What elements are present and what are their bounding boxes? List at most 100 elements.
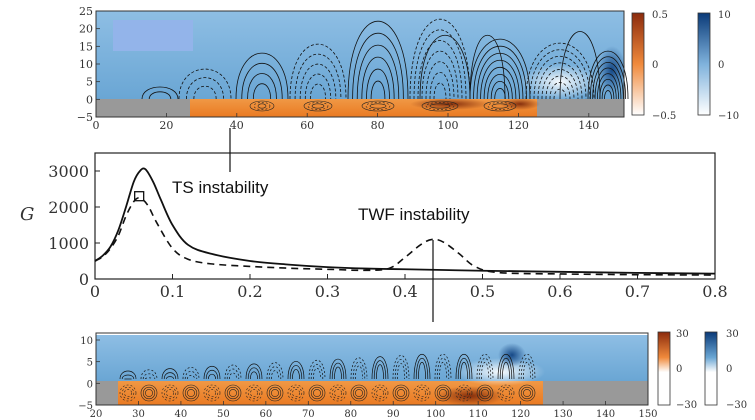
contour-line: [497, 384, 515, 402]
contour-line: [421, 51, 459, 100]
y-tick-label: 20: [79, 23, 93, 36]
contour-line: [352, 32, 404, 100]
contour-line: [373, 386, 387, 400]
contour-line: [145, 377, 153, 380]
bottom-colorbar-right-mid: 0: [726, 364, 732, 375]
contour-line: [247, 73, 277, 100]
contour-line: [502, 389, 510, 397]
contour-line: [182, 384, 200, 402]
x-tick-label: 60: [259, 409, 272, 420]
contour-line: [587, 51, 629, 100]
contour-line: [287, 361, 305, 380]
bottom-colorbar-left: [657, 331, 671, 406]
y-tick-label: 5: [86, 76, 93, 89]
x-tick-label: 0.1: [160, 282, 185, 301]
chart-y-label: G: [20, 204, 34, 225]
contour-line: [455, 353, 473, 380]
contour-line: [250, 371, 258, 380]
contour-line: [229, 389, 237, 397]
contour-line: [425, 61, 455, 100]
contour-line: [247, 367, 261, 380]
bottom-panel-y-axis: 10 5 0 −5: [78, 336, 100, 412]
contour-line: [303, 100, 333, 112]
x-tick-label: 100: [438, 119, 459, 132]
chart-y-axis: 0 1000 2000 3000: [48, 162, 100, 289]
x-tick-label: 0.5: [470, 282, 495, 301]
contour-line: [421, 100, 459, 112]
chart-frame: [94, 152, 716, 280]
contour-line: [481, 361, 489, 380]
contour-line: [502, 361, 510, 380]
bottom-panel-x-axis: 20 30 40 50 60 70 80 90 100 110 120 130 140 150: [90, 401, 658, 420]
contour-line: [187, 389, 195, 397]
contour-line: [268, 386, 282, 400]
x-tick-label: 50: [217, 409, 230, 420]
contour-line: [592, 61, 624, 100]
contour-line: [289, 43, 347, 100]
contour-line: [469, 39, 531, 100]
contour-line: [224, 384, 242, 402]
contour-line: [525, 42, 595, 100]
contour-line: [413, 384, 431, 402]
x-tick-label: 110: [469, 409, 488, 420]
contour-line: [483, 67, 517, 100]
contour-line: [308, 384, 326, 402]
contour-line: [271, 389, 279, 397]
contour-line: [480, 59, 520, 100]
contour-line: [289, 365, 303, 380]
contour-line: [121, 386, 135, 400]
contour-line: [499, 358, 513, 380]
contour-line: [497, 353, 515, 380]
contour-line: [537, 62, 583, 100]
contour-line: [250, 389, 258, 397]
contour-line: [520, 386, 534, 400]
contour-line: [469, 35, 506, 100]
contour-line: [394, 359, 408, 380]
contour-line: [310, 363, 324, 380]
x-tick-label: 30: [132, 409, 145, 420]
contour-line: [413, 29, 467, 100]
top-colorbar-right-mid: 0: [718, 60, 724, 71]
contour-line: [245, 384, 263, 402]
top-colorbar-left: [631, 12, 645, 116]
contour-line: [311, 103, 325, 109]
x-tick-label: 80: [344, 409, 357, 420]
contour-line: [161, 368, 179, 380]
contour-line: [347, 21, 409, 100]
chart-x-axis: 0 0.1 0.2 0.3 0.4 0.5 0.6 0.7 0.8: [90, 274, 728, 301]
contour-line: [601, 84, 615, 100]
contour-line: [148, 91, 172, 100]
contour-line: [373, 360, 387, 380]
contour-line: [271, 370, 279, 380]
contour-line: [334, 366, 342, 380]
top-colorbar-left-mid: 0: [652, 60, 658, 71]
peak-marker-square: [134, 191, 145, 202]
contour-line: [350, 357, 368, 380]
contour-line: [352, 386, 366, 400]
contour-line: [418, 389, 426, 397]
contour-line: [166, 376, 174, 380]
contour-line: [418, 361, 426, 380]
contour-line: [455, 384, 473, 402]
y-tick-label: 0: [87, 379, 93, 390]
contour-line: [329, 358, 347, 380]
series-dashed-line: [94, 197, 716, 276]
contour-line: [460, 361, 468, 380]
contour-line: [457, 358, 471, 380]
x-tick-label: 0: [90, 282, 100, 301]
contour-line: [434, 353, 452, 380]
bottom-panel-wall-left: [96, 381, 118, 405]
contour-line: [434, 384, 452, 402]
bottom-colorbar-right-min: −30: [726, 400, 747, 411]
contour-line: [245, 363, 263, 380]
top-panel-x-axis: 0 20 40 60 80 100 120 140: [93, 113, 599, 132]
contour-line: [294, 53, 342, 100]
x-tick-label: 0.6: [547, 282, 572, 301]
contour-line: [425, 102, 455, 110]
contour-line: [229, 372, 237, 380]
contour-line: [163, 372, 177, 380]
contour-line: [350, 384, 368, 402]
contour-line: [352, 361, 366, 380]
contour-line: [483, 100, 517, 112]
contour-line: [376, 389, 384, 397]
